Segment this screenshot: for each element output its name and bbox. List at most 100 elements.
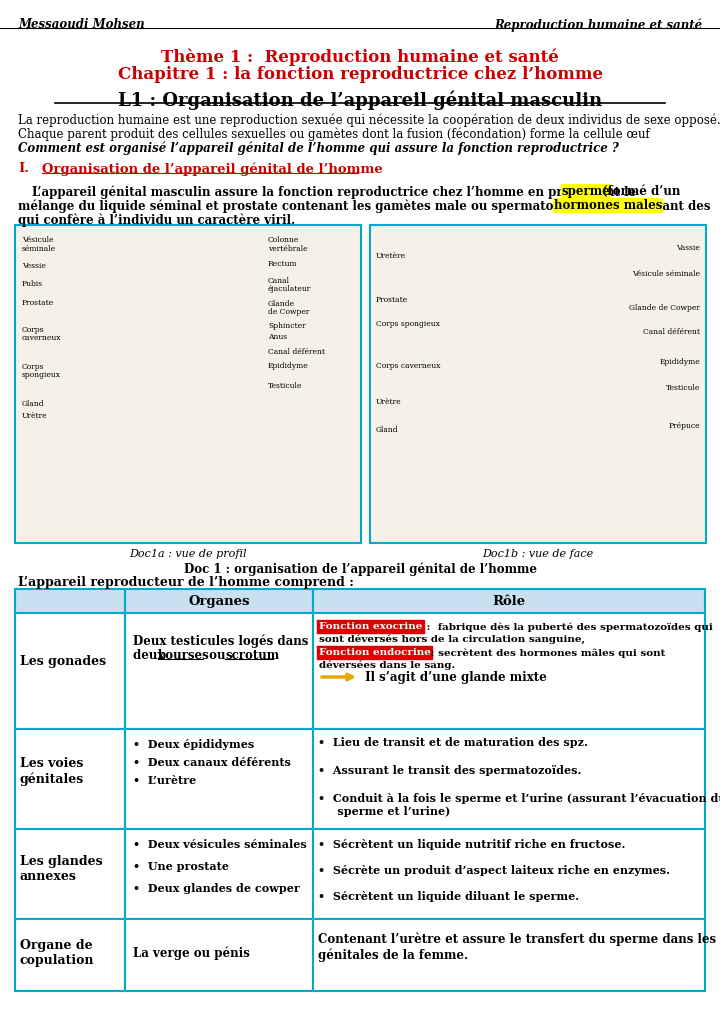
Text: Canal déférent: Canal déférent: [268, 348, 325, 356]
Bar: [125, 829, 313, 919]
Text: Doc1a : vue de profil: Doc1a : vue de profil: [130, 549, 247, 559]
Bar: [313, 729, 705, 829]
Text: L’appareil reproducteur de l’homme comprend :: L’appareil reproducteur de l’homme compr…: [18, 576, 354, 589]
Text: Testicule: Testicule: [268, 382, 302, 390]
Text: caverneux: caverneux: [22, 334, 61, 342]
Text: •  Deux glandes de cowper: • Deux glandes de cowper: [133, 883, 300, 894]
Text: Contenant l’urètre et assure le transfert du sperme dans les voies
génitales de : Contenant l’urètre et assure le transfer…: [318, 934, 720, 962]
Bar: [125, 613, 313, 729]
Text: L’appareil génital masculin assure la fonction reproductrice chez l’homme en pro: L’appareil génital masculin assure la fo…: [32, 185, 640, 199]
Text: Pubis: Pubis: [22, 280, 43, 288]
Bar: [370, 225, 706, 543]
Text: Glande: Glande: [268, 300, 295, 308]
Text: deux: deux: [133, 649, 168, 662]
Text: Comment est organisé l’appareil génital de l’homme qui assure la fonction reprod: Comment est organisé l’appareil génital …: [18, 142, 618, 155]
Bar: [15, 613, 125, 729]
Text: vertébrale: vertébrale: [268, 245, 307, 253]
Text: Les voies
génitales: Les voies génitales: [20, 757, 84, 786]
Text: Thème 1 :  Reproduction humaine et santé: Thème 1 : Reproduction humaine et santé: [161, 48, 559, 65]
Bar: [15, 829, 125, 919]
Text: Rôle: Rôle: [492, 595, 526, 608]
Bar: [15, 225, 361, 543]
Text: ou: ou: [205, 649, 230, 662]
Text: •  L’urètre: • L’urètre: [133, 775, 196, 786]
Text: Les glandes
annexes: Les glandes annexes: [20, 855, 103, 883]
Text: •  Deux épididymes: • Deux épididymes: [133, 739, 254, 750]
Bar: [15, 589, 125, 613]
Text: (formé d’un: (formé d’un: [598, 185, 680, 197]
Text: •  Deux canaux déférents: • Deux canaux déférents: [133, 757, 291, 768]
Text: Corps: Corps: [22, 326, 45, 334]
Text: scrotum: scrotum: [225, 649, 279, 662]
Text: Reproduction humaine et santé: Reproduction humaine et santé: [494, 18, 702, 32]
Text: Canal: Canal: [268, 277, 290, 285]
Text: •  Sécrètent un liquide nutritif riche en fructose.: • Sécrètent un liquide nutritif riche en…: [318, 839, 626, 850]
Text: Testicule: Testicule: [665, 384, 700, 392]
Text: La reproduction humaine est une reproduction sexuée qui nécessite la coopération: La reproduction humaine est une reproduc…: [18, 113, 720, 126]
Text: Rectum: Rectum: [268, 260, 297, 268]
Text: Glande de Cowper: Glande de Cowper: [629, 304, 700, 312]
Text: éjaculateur: éjaculateur: [268, 285, 311, 293]
Bar: [15, 919, 125, 991]
Text: Canal déférent: Canal déférent: [643, 328, 700, 336]
Text: Organisation de l’appareil génital de l’homme: Organisation de l’appareil génital de l’…: [42, 162, 383, 175]
Text: •  Deux vésicules séminales: • Deux vésicules séminales: [133, 839, 307, 850]
Text: Epididyme: Epididyme: [268, 362, 309, 370]
Text: Epididyme: Epididyme: [660, 358, 700, 366]
Bar: [313, 919, 705, 991]
Text: Urètre: Urètre: [376, 398, 402, 406]
Text: Corps: Corps: [22, 363, 45, 371]
Text: Uretère: Uretère: [376, 252, 406, 260]
Text: Urètre: Urètre: [22, 412, 48, 420]
Text: •  Sécrète un produit d’aspect laiteux riche en enzymes.: • Sécrète un produit d’aspect laiteux ri…: [318, 865, 670, 876]
Text: L1 : Organisation de l’appareil génital masculin: L1 : Organisation de l’appareil génital …: [118, 90, 602, 110]
Text: I.: I.: [18, 162, 29, 175]
Text: •  Une prostate: • Une prostate: [133, 861, 229, 872]
Text: Fonction endocrine: Fonction endocrine: [319, 648, 431, 657]
Text: spongieux: spongieux: [22, 371, 61, 379]
Text: Chaque parent produit des cellules sexuelles ou gamètes dont la fusion (fécondat: Chaque parent produit des cellules sexue…: [18, 127, 649, 140]
Text: déversées dans le sang.: déversées dans le sang.: [319, 660, 455, 670]
Bar: [125, 589, 313, 613]
Text: hormones males: hormones males: [554, 199, 662, 212]
Bar: [313, 829, 705, 919]
Text: Messaoudi Mohsen: Messaoudi Mohsen: [18, 18, 145, 31]
Bar: [125, 919, 313, 991]
Text: Prostate: Prostate: [376, 296, 408, 304]
Text: Prépuce: Prépuce: [668, 422, 700, 430]
Text: bourses: bourses: [158, 649, 210, 662]
Text: Vessie: Vessie: [22, 262, 46, 270]
Text: •  Conduit à la fois le sperme et l’urine (assurant l’évacuation du
     sperme : • Conduit à la fois le sperme et l’urine…: [318, 793, 720, 816]
Text: Vassie: Vassie: [676, 244, 700, 252]
Text: Organe de
copulation: Organe de copulation: [20, 939, 94, 967]
Bar: [15, 729, 125, 829]
Text: Vésicule séminale: Vésicule séminale: [632, 270, 700, 278]
Text: Gland: Gland: [376, 426, 399, 434]
Text: Organes: Organes: [188, 595, 250, 608]
Text: Anus: Anus: [268, 333, 287, 341]
Text: Vésicule: Vésicule: [22, 236, 53, 244]
Text: •  Assurant le transit des spermatozoïdes.: • Assurant le transit des spermatozoïdes…: [318, 765, 581, 776]
Text: Deux testicules logés dans: Deux testicules logés dans: [133, 635, 308, 648]
Text: sperme: sperme: [562, 185, 611, 197]
Text: Les gonades: Les gonades: [20, 655, 106, 668]
Text: sont déversés hors de la circulation sanguine,: sont déversés hors de la circulation san…: [319, 634, 585, 643]
Bar: [313, 589, 705, 613]
Text: qui confère à l’individu un caractère viril.: qui confère à l’individu un caractère vi…: [18, 213, 295, 226]
Text: •  Sécrètent un liquide diluant le sperme.: • Sécrètent un liquide diluant le sperme…: [318, 891, 579, 902]
Text: •  Lieu de transit et de maturation des spz.: • Lieu de transit et de maturation des s…: [318, 737, 588, 748]
Text: Doc 1 : organisation de l’appareil génital de l’homme: Doc 1 : organisation de l’appareil génit…: [184, 563, 536, 576]
Text: mélange du liquide séminal et prostate contenant les gamètes male ou spermatozoï: mélange du liquide séminal et prostate c…: [18, 199, 715, 213]
Text: Gland: Gland: [22, 400, 45, 408]
Text: :  fabrique dès la puberté des spermatozoïdes qui: : fabrique dès la puberté des spermatozo…: [423, 622, 713, 631]
Text: La verge ou pénis: La verge ou pénis: [133, 947, 250, 961]
Text: Fonction exocrine: Fonction exocrine: [319, 622, 423, 631]
Text: Sphincter: Sphincter: [268, 322, 305, 330]
Text: Prostate: Prostate: [22, 299, 54, 307]
Text: Corps caverneux: Corps caverneux: [376, 362, 441, 370]
Text: Chapitre 1 : la fonction reproductrice chez l’homme: Chapitre 1 : la fonction reproductrice c…: [117, 66, 603, 83]
Bar: [313, 613, 705, 729]
Text: de Cowper: de Cowper: [268, 308, 310, 316]
Text: Corps spongieux: Corps spongieux: [376, 320, 440, 328]
Text: Doc1b : vue de face: Doc1b : vue de face: [482, 549, 593, 559]
